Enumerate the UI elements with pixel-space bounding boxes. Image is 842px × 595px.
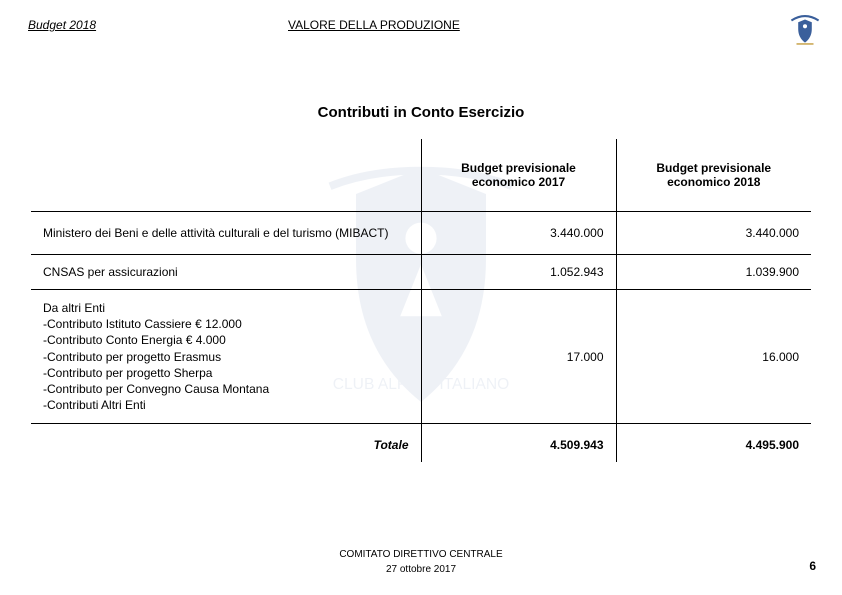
- row-desc: Ministero dei Beni e delle attività cult…: [31, 212, 421, 255]
- total-2017: 4.509.943: [421, 424, 616, 463]
- row-val-2017: 3.440.000: [421, 212, 616, 255]
- budget-year-label: Budget 2018: [28, 18, 288, 32]
- total-label: Totale: [31, 424, 421, 463]
- total-2018: 4.495.900: [616, 424, 811, 463]
- table-row: Ministero dei Beni e delle attività cult…: [31, 212, 811, 255]
- row-val-2018: 3.440.000: [616, 212, 811, 255]
- table-row: CNSAS per assicurazioni 1.052.943 1.039.…: [31, 255, 811, 290]
- row-val-2018: 16.000: [616, 290, 811, 424]
- footer-line2: 27 ottobre 2017: [0, 564, 842, 575]
- row-desc: Da altri Enti-Contributo Istituto Cassie…: [31, 290, 421, 424]
- page-footer: COMITATO DIRETTIVO CENTRALE 27 ottobre 2…: [0, 549, 842, 575]
- row-val-2018: 1.039.900: [616, 255, 811, 290]
- row-val-2017: 17.000: [421, 290, 616, 424]
- col-header-empty: [31, 139, 421, 212]
- col-header-2018: Budget previsionale economico 2018: [616, 139, 811, 212]
- total-row: Totale 4.509.943 4.495.900: [31, 424, 811, 463]
- header-title: VALORE DELLA PRODUZIONE: [288, 18, 460, 32]
- col-header-2017: Budget previsionale economico 2017: [421, 139, 616, 212]
- page-number: 6: [809, 559, 816, 573]
- table-row: Da altri Enti-Contributo Istituto Cassie…: [31, 290, 811, 424]
- page-header: Budget 2018 VALORE DELLA PRODUZIONE: [0, 0, 842, 32]
- row-desc: CNSAS per assicurazioni: [31, 255, 421, 290]
- section-title: Contributi in Conto Esercizio: [0, 104, 842, 121]
- footer-line1: COMITATO DIRETTIVO CENTRALE: [0, 549, 842, 560]
- row-val-2017: 1.052.943: [421, 255, 616, 290]
- contributions-table: Budget previsionale economico 2017 Budge…: [31, 139, 811, 462]
